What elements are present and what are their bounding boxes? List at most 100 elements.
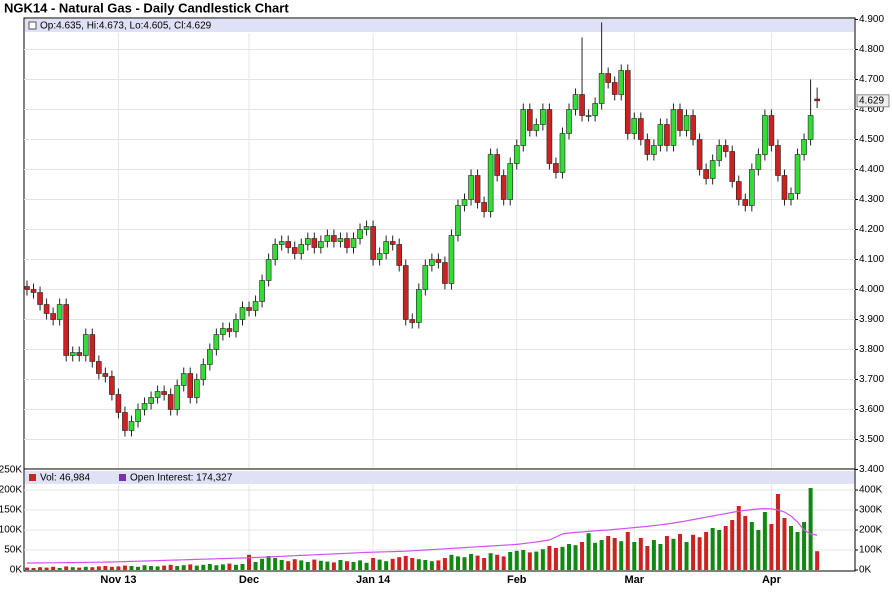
volume-bar	[57, 568, 62, 570]
volume-bar	[762, 512, 767, 570]
candle-body	[618, 70, 625, 95]
candle-body	[527, 109, 533, 131]
candle-body	[664, 124, 670, 146]
volume-bar	[736, 506, 741, 570]
candle-body	[611, 82, 618, 95]
volume-bar	[299, 560, 304, 570]
candle-body	[363, 226, 370, 230]
volume-bar	[318, 560, 323, 570]
candle-body	[350, 238, 357, 248]
volume-bar	[201, 564, 206, 570]
candle-body	[605, 73, 611, 83]
info-text: Op:4.635, Hi:4.673, Lo:4.605, Cl:4.629	[40, 21, 212, 32]
volume-bar	[475, 555, 480, 570]
candle-body	[207, 349, 213, 365]
candle-body	[638, 118, 644, 140]
y-tick-label: 3.400	[859, 464, 884, 475]
candle-body	[109, 376, 115, 395]
candle-body	[415, 289, 422, 323]
candle-body	[180, 373, 187, 386]
candle-body	[670, 109, 677, 146]
volume-bar	[723, 526, 728, 570]
candle-body	[24, 286, 30, 290]
candle-body	[533, 124, 540, 131]
candle-body	[690, 115, 696, 140]
chart-title: NGK14 - Natural Gas - Daily Candlestick …	[4, 0, 289, 15]
candle-body	[265, 259, 272, 281]
y-tick-label: 4.700	[859, 74, 884, 85]
y-tick-label: 4.300	[859, 194, 884, 205]
volume-bar	[358, 560, 363, 570]
candle-body	[807, 115, 814, 140]
candle-body	[43, 304, 50, 314]
candle-body	[324, 235, 331, 242]
candle-body	[383, 241, 389, 254]
candle-body	[246, 307, 252, 311]
y-tick-label: 4.800	[859, 44, 884, 55]
volume-bar	[122, 565, 127, 570]
volume-bar	[260, 558, 265, 570]
volume-bar	[109, 566, 114, 570]
volume-bar	[429, 561, 434, 570]
volume-bar	[560, 546, 565, 570]
volume-bar	[390, 558, 395, 570]
candle-body	[768, 115, 775, 146]
candle-body	[696, 139, 703, 170]
y-tick-label: 50K	[4, 545, 22, 556]
candle-body	[794, 154, 801, 194]
volume-bar	[410, 558, 415, 570]
volume-bar	[384, 561, 389, 570]
volume-bar	[142, 565, 147, 570]
y-tick-label: 3.900	[859, 314, 884, 325]
y2-tick-label: 400K	[859, 485, 883, 496]
volume-bar	[462, 557, 467, 570]
volume-bar	[521, 550, 526, 570]
candle-body	[814, 98, 820, 102]
candle-body	[455, 205, 461, 236]
volume-bar	[684, 542, 689, 570]
y-tick-label: 4.100	[859, 254, 884, 265]
candle-body	[683, 115, 690, 131]
candle-body	[389, 241, 396, 245]
candle-body	[494, 154, 500, 176]
last-price-label: 4.629	[859, 95, 884, 106]
candle-body	[598, 73, 605, 104]
volume-bar	[240, 564, 245, 570]
candle-body	[540, 109, 546, 125]
price-panel: Op:4.635, Hi:4.673, Lo:4.605, Cl:4.629 3…	[23, 14, 890, 475]
volume-bar	[364, 562, 369, 570]
volume-bar	[168, 564, 173, 570]
candle-body	[76, 352, 83, 356]
volume-bar	[534, 551, 539, 570]
volume-bar	[632, 542, 637, 570]
candle-body	[729, 151, 736, 182]
candle-body	[193, 379, 200, 398]
volume-bar	[580, 542, 585, 570]
volume-bar	[599, 540, 604, 570]
volume-bar	[233, 564, 238, 570]
candle-body	[775, 145, 781, 176]
volume-bar	[403, 556, 408, 570]
volume-bar	[619, 541, 624, 570]
candle-body	[422, 265, 429, 290]
y-tick-label: 4.900	[859, 14, 884, 25]
candle-body	[259, 280, 265, 302]
volume-bar	[338, 560, 343, 570]
volume-bar	[514, 550, 519, 570]
volume-bar	[586, 533, 591, 570]
candle-body	[167, 394, 174, 410]
candle-body	[37, 292, 43, 305]
volume-bar	[488, 553, 493, 570]
y-tick-label: 3.600	[859, 404, 884, 415]
candle-body	[30, 289, 37, 293]
candle-body	[481, 202, 487, 212]
volume-bar	[286, 561, 291, 570]
volume-bar	[645, 546, 650, 570]
candle-body	[318, 241, 324, 248]
volume-bar	[292, 559, 297, 570]
candle-body	[96, 361, 102, 374]
candle-body	[801, 139, 807, 155]
x-tick-label: Feb	[507, 574, 527, 586]
volume-bar	[103, 566, 108, 570]
